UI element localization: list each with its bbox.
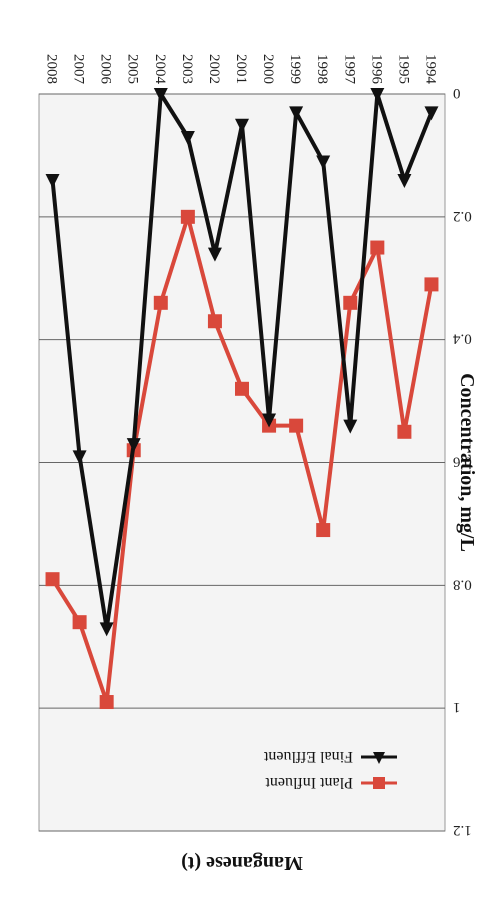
legend-marker [373,777,385,789]
x-tick-label: 2003 [179,54,195,84]
y-tick-label: 1 [453,699,461,715]
x-tick-label: 2002 [206,54,222,84]
data-point [207,314,222,329]
x-tick-label: 2005 [125,54,141,84]
x-tick-label: 2006 [98,54,114,85]
data-point [72,615,87,630]
chart-title: Manganese (t) [181,852,303,874]
x-tick-label: 1998 [314,54,330,84]
legend-label: Final Effluent [263,748,353,765]
series-layer [45,88,439,710]
data-point [316,155,331,170]
data-point [72,450,87,465]
data-point [180,130,195,145]
data-point [424,277,439,292]
x-tick-label: 2001 [233,54,249,84]
data-point [45,173,60,188]
x-tick-label: 1994 [422,54,438,85]
y-tick-label: 0.6 [453,454,472,470]
y-tick-label: 0 [453,85,461,101]
y-tick-label: 0.2 [453,208,472,224]
data-point [45,572,60,587]
data-point [289,418,304,433]
y-tick-label: 0.4 [453,331,472,347]
data-point [99,695,114,710]
x-tick-labels: 1994 1995 1996 1997 1998 1999 2000 2001 2002 2003… [44,54,439,85]
legend-item: Final Effluent [263,748,397,765]
x-tick-label: 1999 [287,54,303,84]
legend-item: Plant Influent [265,774,397,791]
series-plant-influent [45,209,439,710]
y-tick-labels: 0 0.2 0.4 0.6 0.8 1 1.2 [453,85,472,838]
data-point [126,438,141,453]
x-tick-label: 1997 [341,54,357,85]
data-point [207,247,222,262]
data-point [343,419,358,434]
legend-marker [373,752,385,764]
data-point [180,209,195,224]
data-point [397,173,412,188]
x-tick-label: 2007 [71,54,87,85]
x-tick-label: 1996 [368,54,384,85]
data-point [424,106,439,121]
legend: Plant Influent Final Effluent [263,748,397,791]
legend-label: Plant Influent [265,774,353,791]
y-tick-label: 0.8 [453,576,472,592]
data-point [235,381,249,396]
data-point [153,88,168,102]
y-tick-label: 1.2 [453,822,472,838]
data-point [397,424,412,439]
y-axis-label: Concentration, mg/L [456,373,478,552]
data-point [370,88,385,102]
x-tick-label: 2004 [152,54,168,85]
data-point [153,295,168,310]
data-point [99,622,114,637]
series-final-effluent [45,88,439,637]
data-point [343,295,358,310]
data-point [235,118,249,133]
data-point [370,240,385,255]
data-point [289,106,304,121]
x-tick-label: 2000 [260,54,276,84]
x-tick-label: 1995 [395,54,411,84]
data-point [262,413,277,428]
data-point [316,523,331,538]
x-tick-label: 2008 [44,54,60,84]
